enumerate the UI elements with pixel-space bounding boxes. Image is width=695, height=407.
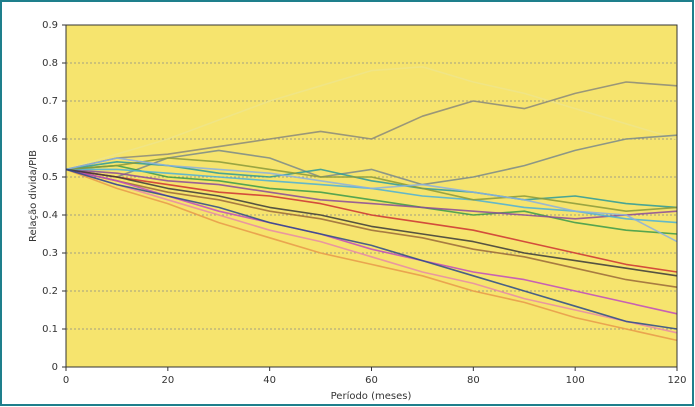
x-axis-label: Período (meses) — [331, 390, 412, 402]
x-tick-label: 60 — [365, 375, 378, 386]
series-line — [65, 168, 678, 277]
series-line — [65, 66, 678, 171]
y-tick-label: 0.6 — [42, 134, 58, 145]
y-axis-label: Relação dívida/PIB — [27, 150, 39, 242]
series-line — [65, 168, 678, 334]
series-line — [65, 164, 678, 235]
series-line — [65, 168, 678, 273]
y-tick-label: 0.7 — [42, 96, 58, 107]
series-line — [65, 81, 678, 171]
y-tick-label: 0.5 — [42, 172, 58, 183]
series-line — [65, 168, 678, 288]
y-tick-label: 0.9 — [42, 20, 58, 31]
x-tick-label: 80 — [467, 375, 480, 386]
x-tick-label: 100 — [566, 375, 585, 386]
series-line — [65, 168, 678, 330]
y-tick-label: 0.1 — [42, 324, 58, 335]
series-line — [65, 168, 678, 342]
series-line — [65, 168, 678, 220]
y-tick-label: 0.8 — [42, 58, 58, 69]
series-line — [65, 157, 678, 243]
y-tick-label: 0.4 — [42, 210, 58, 221]
series-line — [65, 157, 678, 212]
y-tick-label: 0.3 — [42, 248, 58, 259]
x-tick-label: 120 — [667, 375, 686, 386]
x-tick-label: 40 — [263, 375, 276, 386]
plot-border — [65, 24, 678, 368]
x-tick-label: 0 — [63, 375, 69, 386]
y-tick-label: 0 — [52, 362, 58, 373]
y-tick-label: 0.2 — [42, 286, 58, 297]
x-tick-label: 20 — [161, 375, 174, 386]
